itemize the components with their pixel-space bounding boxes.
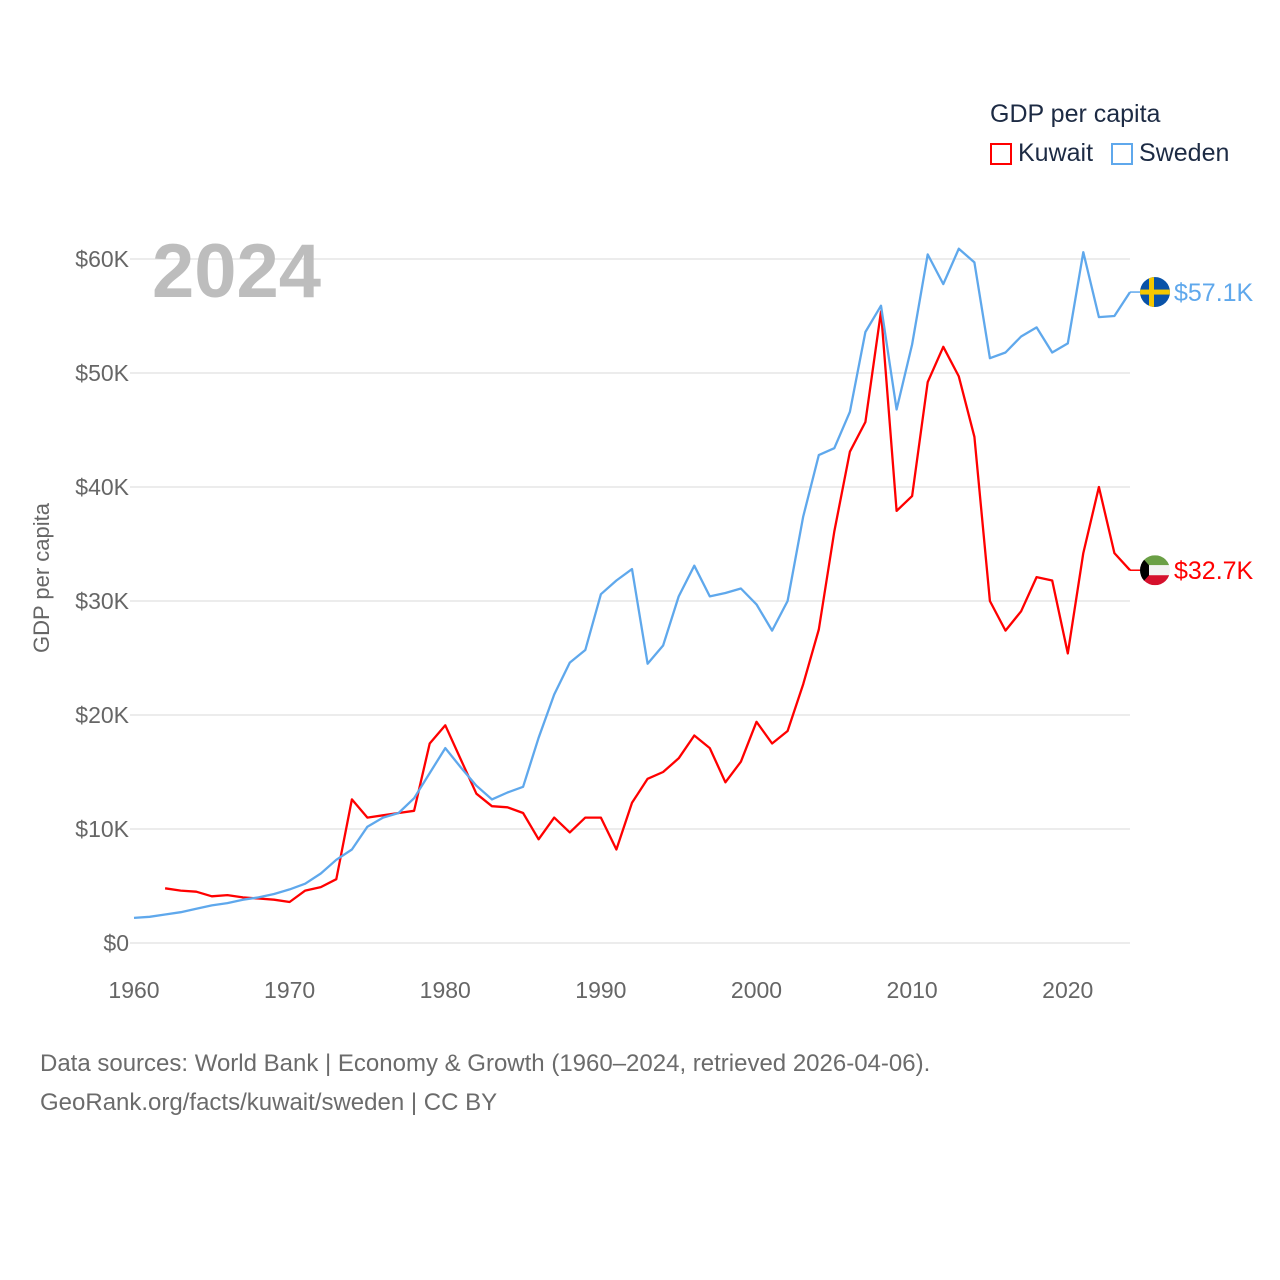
x-tick-label: 2020 (1042, 977, 1093, 1003)
y-tick-label: $30K (75, 588, 129, 614)
x-tick-label: 2010 (887, 977, 938, 1003)
x-axis-ticks: 1960 1970 1980 1990 2000 2010 2020 (108, 977, 1093, 1003)
legend-swatch-sweden (1111, 142, 1134, 165)
data-source-text: Data sources: World Bank | Economy & Gro… (40, 1050, 931, 1077)
legend-item-kuwait[interactable]: Kuwait (990, 139, 1093, 168)
sweden-flag-icon (1140, 277, 1170, 308)
x-tick-label: 2000 (731, 977, 782, 1003)
legend-item-sweden[interactable]: Sweden (1111, 139, 1229, 168)
kuwait-flag-icon (1140, 555, 1170, 586)
x-tick-label: 1990 (575, 977, 626, 1003)
y-tick-label: $20K (75, 702, 129, 728)
y-tick-label: $0 (103, 930, 129, 956)
x-tick-label: 1970 (264, 977, 315, 1003)
y-tick-label: $60K (75, 246, 129, 272)
legend-swatch-kuwait (990, 142, 1012, 165)
legend-label-kuwait: Kuwait (1018, 139, 1094, 167)
y-tick-label: $50K (75, 360, 129, 386)
gridlines (130, 258, 1130, 944)
end-value-label-kuwait: $32.7K (1174, 557, 1254, 585)
x-tick-label: 1960 (108, 977, 159, 1003)
legend-label-sweden: Sweden (1139, 139, 1230, 167)
legend-title: GDP per capita (990, 100, 1161, 128)
x-tick-label: 1980 (420, 977, 471, 1003)
y-tick-label: $40K (75, 474, 129, 500)
legend: GDP per capita Kuwait Sweden (990, 100, 1229, 168)
series-lines (133, 247, 1131, 920)
end-value-label-sweden: $57.1K (1174, 279, 1254, 307)
series-end-labels: $32.7K $57.1K (1130, 277, 1254, 586)
y-axis-ticks: $0 $10K $20K $30K $40K $50K $60K (75, 246, 129, 956)
year-label: 2024 (152, 229, 322, 314)
footer: Data sources: World Bank | Economy & Gro… (40, 1044, 930, 1122)
y-axis-label: GDP per capita (29, 502, 54, 654)
y-tick-label: $10K (75, 816, 129, 842)
series-line-kuwait (164, 310, 1131, 904)
series-line-sweden (133, 247, 1131, 920)
attribution-link[interactable]: GeoRank.org/facts/kuwait/sweden | CC BY (40, 1089, 498, 1116)
